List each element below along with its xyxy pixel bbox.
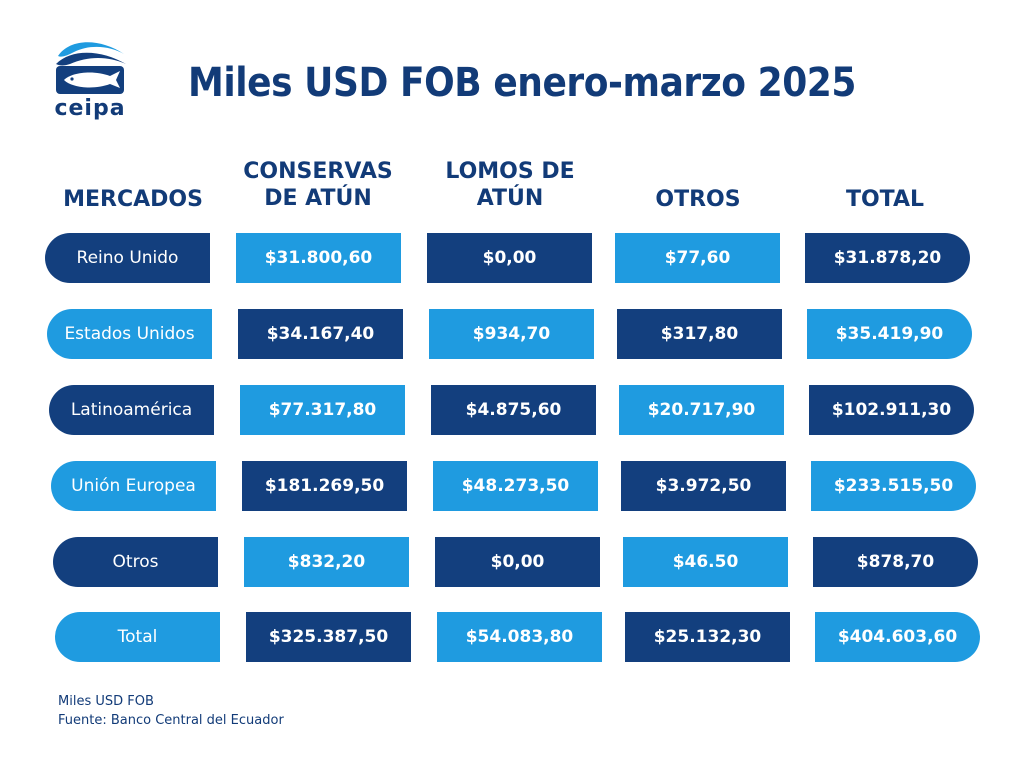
column-header-3: OTROS bbox=[655, 187, 741, 212]
table-cell: $181.269,50 bbox=[242, 461, 407, 511]
table-cell: $233.515,50 bbox=[811, 461, 976, 511]
table-cell: $4.875,60 bbox=[431, 385, 596, 435]
table-cell: $317,80 bbox=[617, 309, 782, 359]
market-label: Otros bbox=[53, 537, 218, 587]
table-cell: $77,60 bbox=[615, 233, 780, 283]
footer-unit: Miles USD FOB bbox=[58, 694, 154, 709]
table-cell: $3.972,50 bbox=[621, 461, 786, 511]
table-cell: $934,70 bbox=[429, 309, 594, 359]
column-header-2: LOMOS DE ATÚN bbox=[445, 159, 575, 211]
page-title: Miles USD FOB enero-marzo 2025 bbox=[188, 60, 856, 106]
column-header-1: CONSERVAS DE ATÚN bbox=[243, 159, 393, 211]
table-cell: $46.50 bbox=[623, 537, 788, 587]
table-cell: $102.911,30 bbox=[809, 385, 974, 435]
table-cell: $77.317,80 bbox=[240, 385, 405, 435]
market-label: Unión Europea bbox=[51, 461, 216, 511]
table-cell: $31.800,60 bbox=[236, 233, 401, 283]
footer-source: Fuente: Banco Central del Ecuador bbox=[58, 713, 284, 728]
column-header-0: MERCADOS bbox=[63, 187, 203, 212]
table-cell: $832,20 bbox=[244, 537, 409, 587]
table-cell: $31.878,20 bbox=[805, 233, 970, 283]
market-label: Reino Unido bbox=[45, 233, 210, 283]
column-header-4: TOTAL bbox=[845, 187, 925, 212]
table-cell: $54.083,80 bbox=[437, 612, 602, 662]
table-cell: $34.167,40 bbox=[238, 309, 403, 359]
table-cell: $878,70 bbox=[813, 537, 978, 587]
table-cell: $325.387,50 bbox=[246, 612, 411, 662]
market-label: Total bbox=[55, 612, 220, 662]
table-cell: $48.273,50 bbox=[433, 461, 598, 511]
table-cell: $0,00 bbox=[427, 233, 592, 283]
market-label: Latinoamérica bbox=[49, 385, 214, 435]
fish-wave-logo-icon: ceipa bbox=[50, 38, 130, 124]
logo-text: ceipa bbox=[54, 96, 126, 121]
table-cell: $0,00 bbox=[435, 537, 600, 587]
market-label: Estados Unidos bbox=[47, 309, 212, 359]
table-cell: $25.132,30 bbox=[625, 612, 790, 662]
table-cell: $20.717,90 bbox=[619, 385, 784, 435]
table-cell: $35.419,90 bbox=[807, 309, 972, 359]
table-cell: $404.603,60 bbox=[815, 612, 980, 662]
footer: Miles USD FOB Fuente: Banco Central del … bbox=[58, 692, 284, 730]
